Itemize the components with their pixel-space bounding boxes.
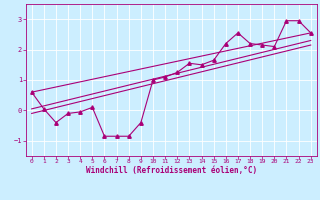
X-axis label: Windchill (Refroidissement éolien,°C): Windchill (Refroidissement éolien,°C) xyxy=(86,166,257,175)
